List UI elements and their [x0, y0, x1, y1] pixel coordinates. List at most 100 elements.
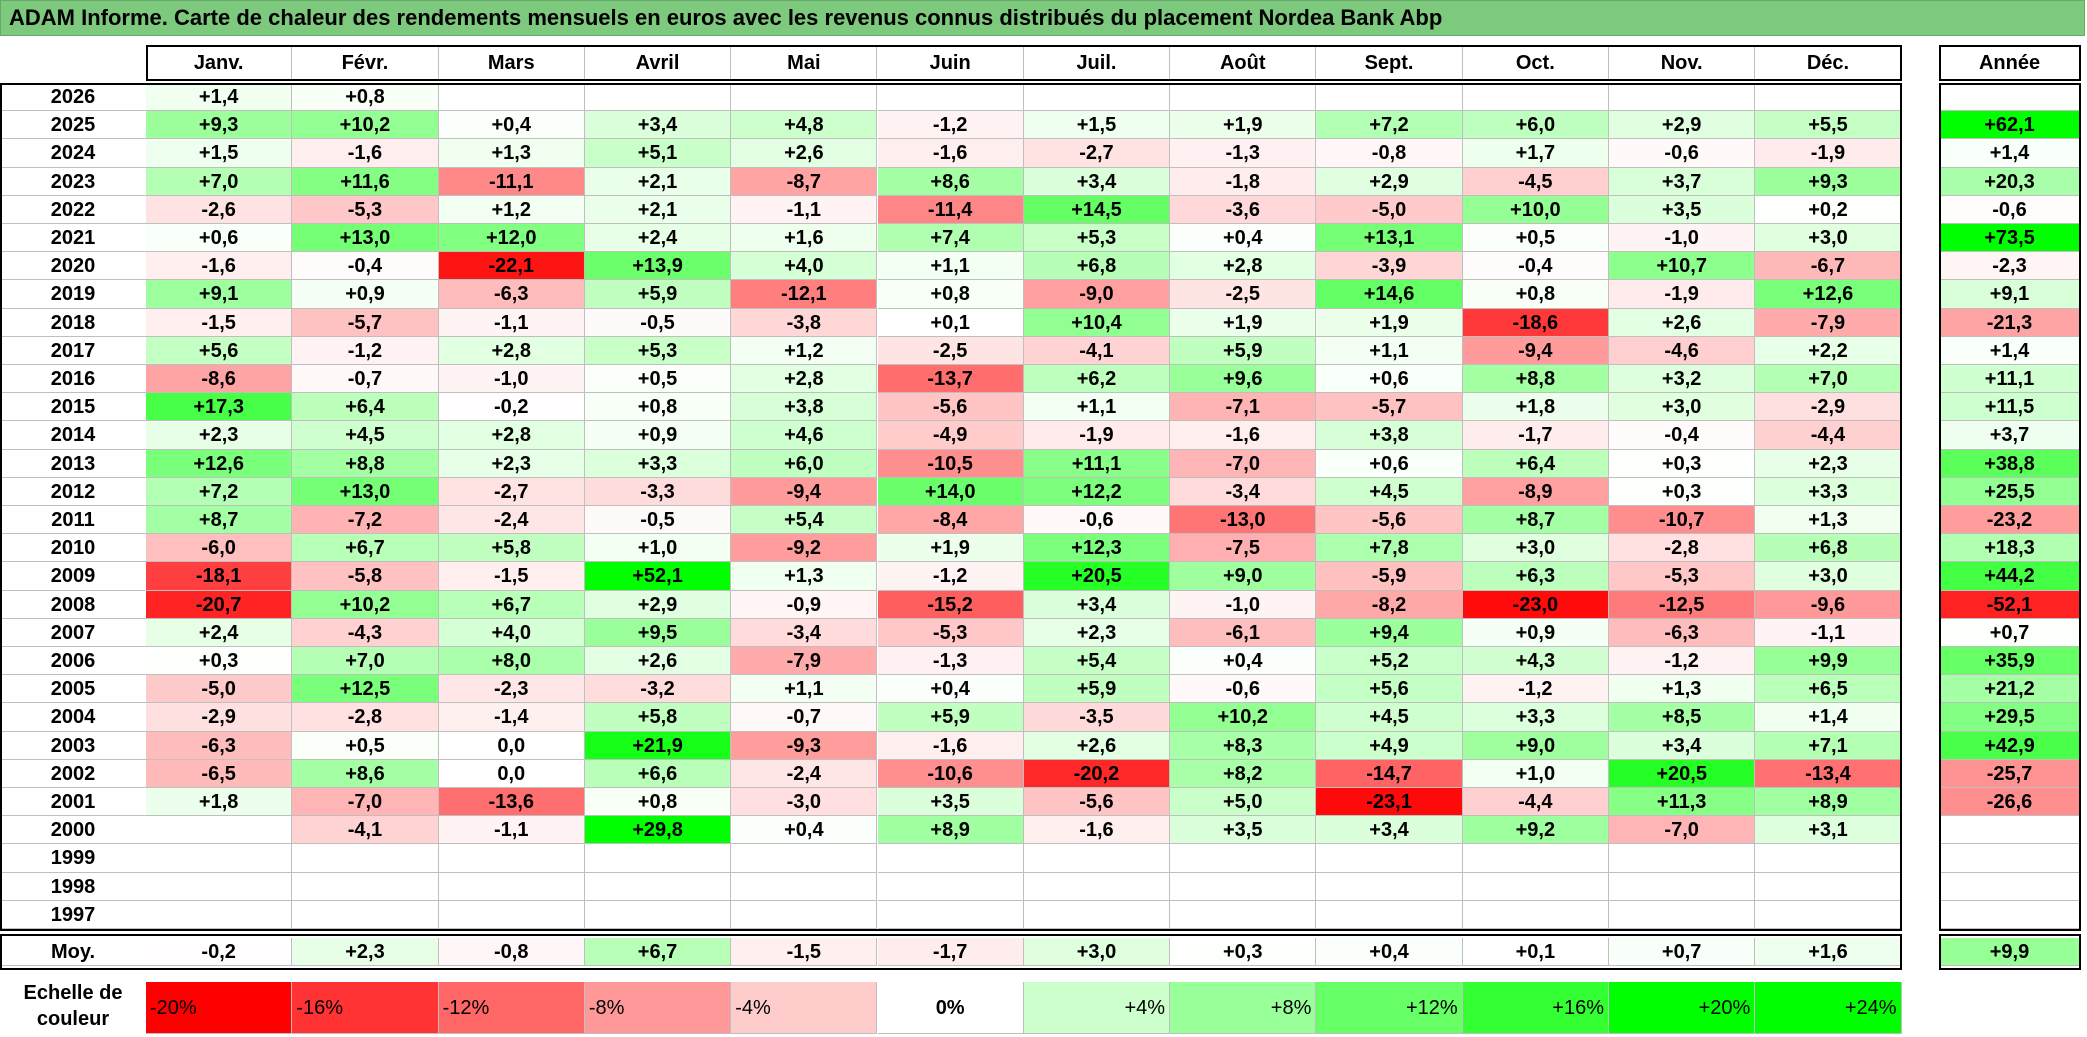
heatmap-cell: -1,6 — [1170, 421, 1317, 450]
heatmap-cell: +4,9 — [1316, 731, 1463, 760]
heatmap-cell: +4,5 — [1316, 703, 1463, 732]
annual-cell: +25,5 — [1939, 477, 2081, 506]
heatmap-cell: +8,3 — [1170, 731, 1317, 760]
column-header: Déc. — [1755, 45, 1902, 81]
year-label: 2001 — [0, 788, 146, 817]
heatmap-cell: -4,1 — [292, 816, 439, 845]
heatmap-cell: +0,8 — [877, 280, 1024, 309]
year-label: 2008 — [0, 590, 146, 619]
color-scale-swatch: +20% — [1609, 982, 1756, 1034]
average-cell: +0,4 — [1316, 938, 1463, 966]
annual-cell — [1939, 872, 2081, 901]
heatmap-cell: +12,6 — [1755, 280, 1902, 309]
annual-column-header: Année — [1939, 45, 2081, 81]
heatmap-cell: +2,9 — [1316, 167, 1463, 196]
heatmap-cell: -4,3 — [292, 618, 439, 647]
heatmap-cell — [1316, 844, 1463, 873]
heatmap-cell: +0,9 — [1462, 618, 1609, 647]
year-label: 2005 — [0, 675, 146, 704]
heatmap-cell: +0,4 — [438, 111, 585, 140]
heatmap-cell: -1,2 — [1462, 675, 1609, 704]
heatmap-cell: +1,1 — [731, 675, 878, 704]
annual-cell: +3,7 — [1939, 421, 2081, 450]
heatmap-cell: +6,0 — [731, 449, 878, 478]
heatmap-cell: -2,5 — [877, 336, 1024, 365]
heatmap-cell: +3,0 — [1755, 562, 1902, 591]
heatmap-cell: +5,2 — [1316, 647, 1463, 676]
heatmap-cell: +9,0 — [1170, 562, 1317, 591]
heatmap-cell: +13,9 — [584, 252, 732, 281]
heatmap-cell: +5,4 — [1023, 647, 1171, 676]
heatmap-cell: -0,6 — [1170, 675, 1317, 704]
color-scale-swatch: +24% — [1755, 982, 1902, 1034]
heatmap-cell — [877, 83, 1024, 112]
heatmap-cell: +12,2 — [1023, 477, 1171, 506]
heatmap-cell: +6,4 — [292, 393, 439, 422]
heatmap-cell: +6,2 — [1023, 365, 1171, 394]
annual-cell: +9,1 — [1939, 280, 2081, 309]
heatmap-cell: +10,2 — [292, 590, 439, 619]
heatmap-cell: -3,8 — [731, 308, 878, 337]
heatmap-cell: -5,9 — [1316, 562, 1463, 591]
heatmap-cell: -23,0 — [1462, 590, 1609, 619]
heatmap-cell: -2,5 — [1170, 280, 1317, 309]
heatmap-cell: +9,5 — [584, 618, 732, 647]
heatmap-cell: +1,7 — [1462, 139, 1609, 168]
year-label: 2007 — [0, 618, 146, 647]
color-scale-swatch: 0% — [877, 982, 1024, 1034]
heatmap-cell: -9,3 — [731, 731, 878, 760]
heatmap-cell: -1,1 — [438, 308, 585, 337]
heatmap-cell: +2,9 — [584, 590, 732, 619]
heatmap-cell: -9,0 — [1023, 280, 1171, 309]
heatmap-cell: +2,3 — [146, 421, 293, 450]
heatmap-cell: +5,9 — [1170, 336, 1317, 365]
heatmap-cell: -0,9 — [731, 590, 878, 619]
year-label: 2010 — [0, 534, 146, 563]
heatmap-cell — [1023, 872, 1171, 901]
heatmap-cell: +10,2 — [292, 111, 439, 140]
heatmap-cell: +8,2 — [1170, 759, 1317, 788]
annual-cell: +29,5 — [1939, 703, 2081, 732]
heatmap-cell: -18,1 — [146, 562, 293, 591]
heatmap-cell: +7,8 — [1316, 534, 1463, 563]
heatmap-cell: +4,6 — [731, 421, 878, 450]
heatmap-cell: +7,2 — [146, 477, 293, 506]
heatmap-cell: -4,6 — [1609, 336, 1756, 365]
heatmap-cell: +3,4 — [1023, 590, 1171, 619]
year-label: 2018 — [0, 308, 146, 337]
heatmap-cell — [146, 816, 293, 845]
year-label: 2026 — [0, 83, 146, 112]
heatmap-cell: -5,7 — [292, 308, 439, 337]
year-label: 2003 — [0, 731, 146, 760]
heatmap-cell: +8,0 — [438, 647, 585, 676]
heatmap-cell: +1,1 — [877, 252, 1024, 281]
heatmap-cell: +8,8 — [1462, 365, 1609, 394]
heatmap-cell — [438, 844, 585, 873]
heatmap-cell: +0,6 — [1316, 365, 1463, 394]
heatmap-cell: -2,4 — [438, 506, 585, 535]
column-header: Oct. — [1462, 45, 1609, 81]
heatmap-cell: +3,0 — [1609, 393, 1756, 422]
heatmap-cell: +5,9 — [584, 280, 732, 309]
heatmap-cell: -1,6 — [877, 139, 1024, 168]
heatmap-cell: +4,3 — [1462, 647, 1609, 676]
average-cell: +6,7 — [584, 938, 732, 966]
heatmap-cell — [146, 900, 293, 929]
heatmap-cell: -3,9 — [1316, 252, 1463, 281]
heatmap-cell: +10,0 — [1462, 195, 1609, 224]
heatmap-cell: -6,1 — [1170, 618, 1317, 647]
heatmap-cell: +8,6 — [292, 759, 439, 788]
annual-cell — [1939, 844, 2081, 873]
heatmap-cell: +0,4 — [731, 816, 878, 845]
annual-cell — [1939, 816, 2081, 845]
heatmap-cell: +3,5 — [877, 788, 1024, 817]
year-label: 2021 — [0, 224, 146, 253]
average-cell: +0,7 — [1609, 938, 1756, 966]
heatmap-cell: +12,0 — [438, 224, 585, 253]
heatmap-cell: +29,8 — [584, 816, 732, 845]
heatmap-cell: -1,6 — [877, 731, 1024, 760]
heatmap-cell: +5,0 — [1170, 788, 1317, 817]
heatmap-cell: +13,1 — [1316, 224, 1463, 253]
heatmap-cell: +14,5 — [1023, 195, 1171, 224]
heatmap-cell: +2,6 — [731, 139, 878, 168]
